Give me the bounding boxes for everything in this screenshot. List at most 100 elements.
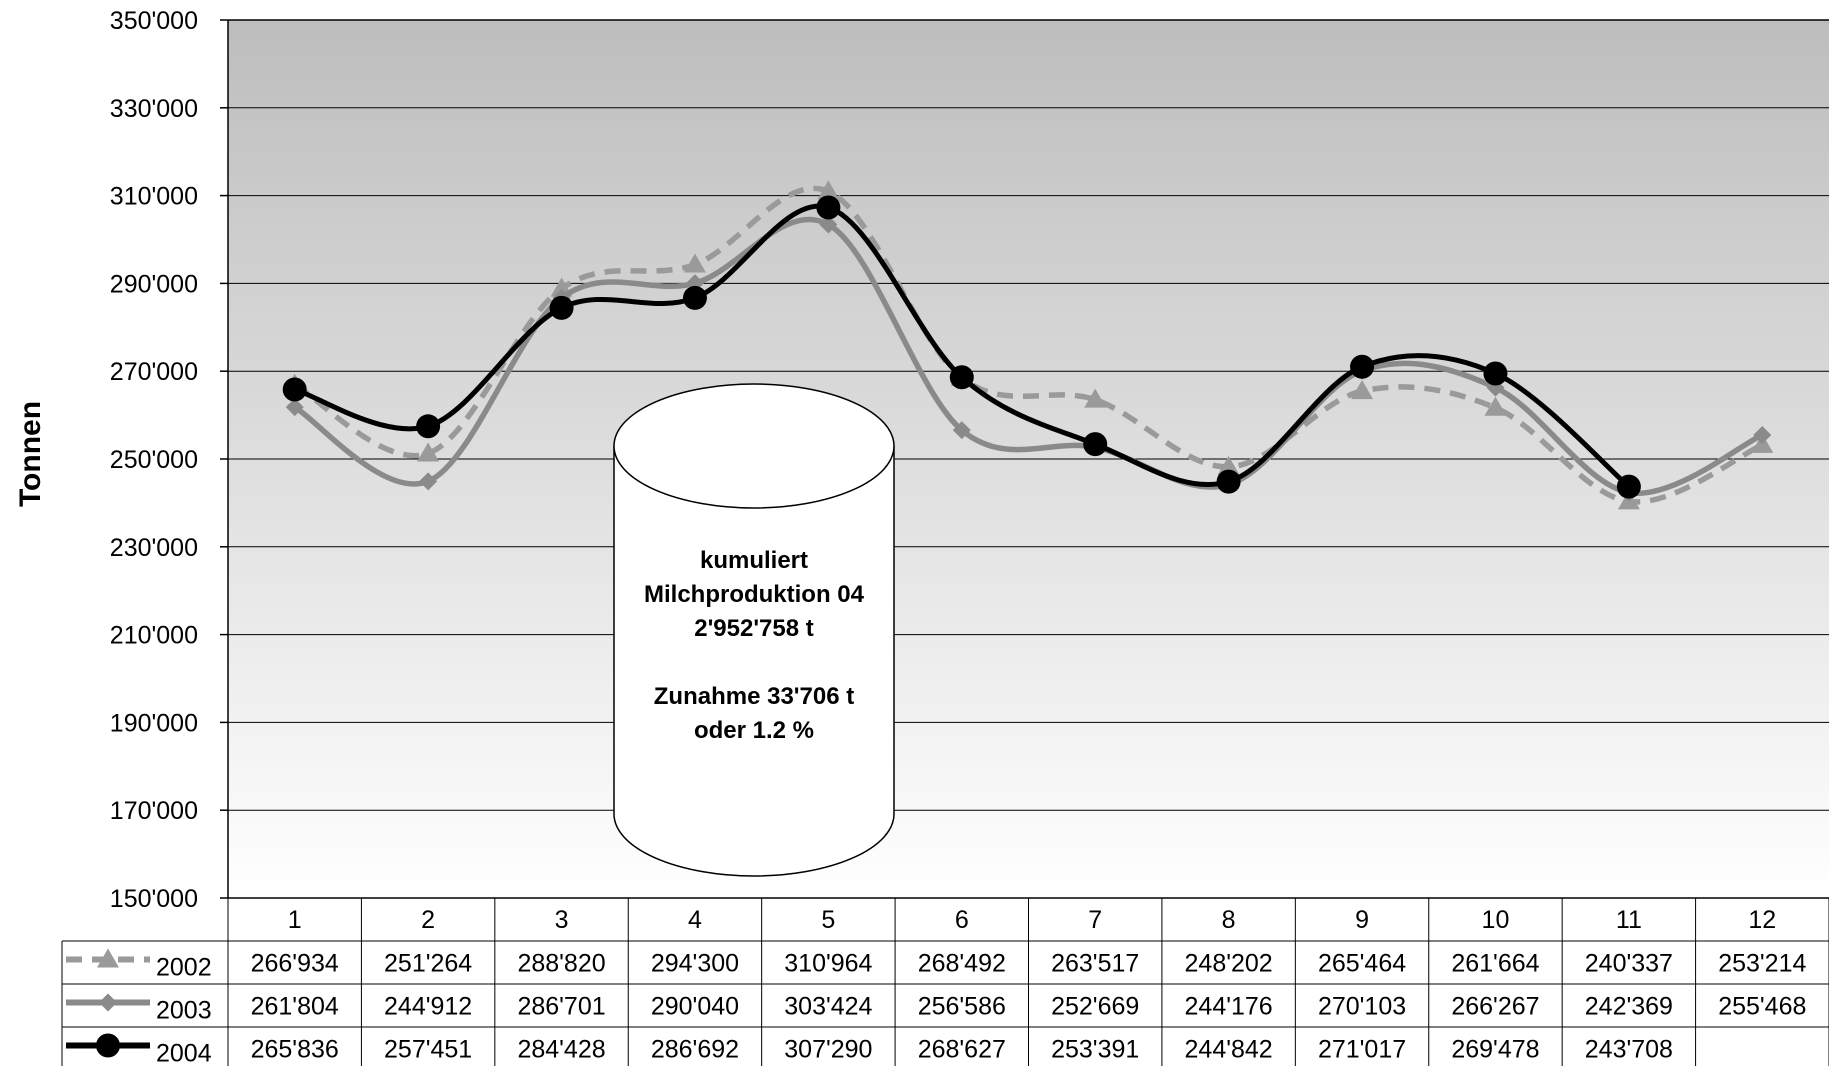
annotation-line: Zunahme 33'706 t	[654, 683, 854, 710]
data-point-2004	[1083, 432, 1108, 457]
table-cell: 263'517	[1051, 950, 1139, 978]
cylinder-body	[613, 446, 895, 877]
x-tick-label: 5	[821, 906, 835, 934]
table-cell: 269'478	[1451, 1036, 1539, 1064]
table-cell: 243'708	[1585, 1036, 1673, 1064]
data-point-2004	[282, 377, 307, 402]
table-cell: 244'842	[1185, 1036, 1273, 1064]
table-cell: 288'820	[517, 950, 605, 978]
table-cell: 261'664	[1451, 950, 1539, 978]
table-cell: 284'428	[517, 1036, 605, 1064]
x-tick-label: 4	[688, 906, 702, 934]
y-tick-label: 210'000	[110, 622, 198, 650]
table-cell: 261'804	[251, 993, 339, 1021]
table-cell: 253'214	[1718, 950, 1806, 978]
data-point-2002	[417, 442, 440, 462]
table-cell: 248'202	[1185, 950, 1273, 978]
data-point-2003	[285, 398, 304, 417]
series-line-2003	[293, 216, 1764, 496]
table-cell: 303'424	[784, 993, 872, 1021]
x-tick-label: 8	[1222, 906, 1236, 934]
table-row-2002: 2002 266'934 251'264 288'820 294'300 310'964 2…	[66, 948, 1806, 982]
legend-label: 2004	[156, 1040, 212, 1066]
data-point-2002	[1484, 396, 1507, 416]
annotation-line: kumuliert	[700, 547, 808, 574]
table-cell: 271'017	[1318, 1036, 1406, 1064]
table-cell: 251'264	[384, 950, 472, 978]
y-tick-label: 170'000	[110, 797, 198, 825]
table-row-2004: 2004 265'836 257'451 284'428 286'692 307'290 2…	[66, 1033, 1673, 1066]
data-point-2003	[819, 215, 838, 234]
data-point-2002	[683, 253, 706, 273]
table-cell: 290'040	[651, 993, 739, 1021]
data-point-2003	[1753, 425, 1772, 444]
table-cell: 256'586	[918, 993, 1006, 1021]
table-cell: 294'300	[651, 950, 739, 978]
data-point-2004	[816, 195, 841, 220]
legend-key-marker-2002	[97, 948, 119, 968]
y-tick-label: 230'000	[110, 534, 198, 562]
series-2003	[285, 215, 1772, 502]
table-cell: 255'468	[1718, 993, 1806, 1021]
table-cell: 244'176	[1185, 993, 1273, 1021]
table-cell: 266'267	[1451, 993, 1539, 1021]
legend-key-marker-2003	[99, 993, 117, 1012]
y-tick-label: 150'000	[110, 885, 198, 913]
table-cell: 265'464	[1318, 950, 1406, 978]
y-tick-label: 250'000	[110, 446, 198, 474]
table-cell: 266'934	[251, 950, 339, 978]
table-cell: 310'964	[784, 950, 872, 978]
y-tick-label: 270'000	[110, 358, 198, 386]
x-tick-label: 7	[1088, 906, 1102, 934]
annotation-line: 2'952'758 t	[694, 615, 814, 642]
annotation-line: oder 1.2 %	[694, 717, 814, 744]
table-cell: 286'701	[517, 993, 605, 1021]
x-tick-label: 12	[1748, 906, 1776, 934]
data-point-2003	[419, 472, 438, 491]
series-2004	[282, 195, 1641, 499]
table-cell: 253'391	[1051, 1036, 1139, 1064]
y-tick-label: 290'000	[110, 270, 198, 298]
y-tick-label: 310'000	[110, 183, 198, 211]
data-point-2003	[952, 421, 971, 440]
table-cell: 242'369	[1585, 993, 1673, 1021]
x-tick-label: 10	[1482, 906, 1510, 934]
table-cell: 286'692	[651, 1036, 739, 1064]
table-cell: 268'627	[918, 1036, 1006, 1064]
table-cell: 257'451	[384, 1036, 472, 1064]
table-cell: 270'103	[1318, 993, 1406, 1021]
table-cell: 240'337	[1585, 950, 1673, 978]
table-row-2003: 2003 261'804 244'912 286'701 290'040 303'424 2…	[66, 993, 1806, 1025]
x-tick-label: 2	[421, 906, 435, 934]
x-tick-label: 1	[288, 906, 302, 934]
data-point-2004	[1483, 361, 1508, 386]
legend-key-marker-2004	[96, 1033, 120, 1058]
data-point-2004	[1616, 474, 1641, 499]
y-tick-label: 350'000	[110, 7, 198, 35]
annotation-line: Milchproduktion 04	[644, 581, 865, 608]
data-point-2002	[1084, 388, 1107, 408]
data-point-2004	[1216, 469, 1241, 494]
cumulative-annotation-cylinder: kumuliert Milchproduktion 04 2'952'758 t Zu…	[613, 383, 895, 877]
data-point-2004	[682, 285, 707, 310]
table-cell: 265'836	[251, 1036, 339, 1064]
y-tick-label: 190'000	[110, 709, 198, 737]
cylinder-top	[613, 383, 895, 509]
data-point-2004	[416, 414, 441, 439]
series-line-2002	[293, 185, 1764, 505]
x-tick-label: 3	[555, 906, 569, 934]
x-tick-label: 6	[955, 906, 969, 934]
table-cell: 244'912	[384, 993, 472, 1021]
data-point-2002	[817, 180, 840, 200]
data-point-2004	[949, 365, 974, 390]
x-tick-label: 11	[1616, 906, 1642, 934]
y-tick-label: 330'000	[110, 95, 198, 123]
legend-label: 2002	[156, 954, 212, 982]
y-axis-label: Tonnen	[14, 401, 47, 507]
table-cell: 268'492	[918, 950, 1006, 978]
x-tick-label: 9	[1355, 906, 1369, 934]
table-cell: 307'290	[784, 1036, 872, 1064]
data-point-2004	[549, 295, 574, 320]
